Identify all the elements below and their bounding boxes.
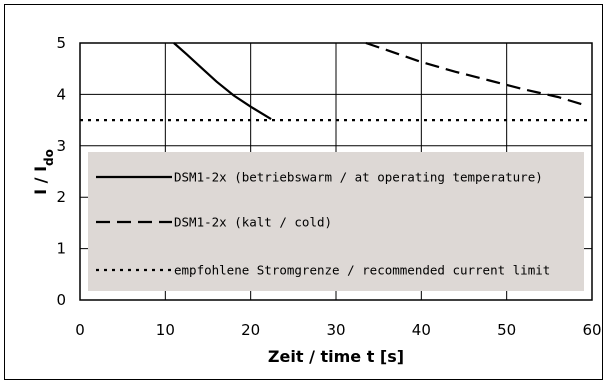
y-axis-label: I / Ido bbox=[31, 149, 56, 195]
series-lines bbox=[80, 41, 592, 122]
legend-label-dotted: empfohlene Stromgrenze / recommended cur… bbox=[174, 263, 550, 278]
x-tick-label-40: 40 bbox=[412, 321, 431, 339]
y-tick-label-2: 2 bbox=[56, 188, 66, 206]
x-tick-label-50: 50 bbox=[497, 321, 516, 339]
x-axis-label: Zeit / time t [s] bbox=[268, 347, 404, 366]
y-tick-label-3: 3 bbox=[56, 137, 66, 155]
series-line-solid bbox=[173, 42, 272, 121]
x-tick-label-30: 30 bbox=[326, 321, 345, 339]
plot-border bbox=[79, 42, 593, 301]
legend: DSM1-2x (betriebswarm / at operating tem… bbox=[96, 170, 550, 278]
y-tick-label-0: 0 bbox=[56, 291, 66, 309]
x-tick-label-20: 20 bbox=[241, 321, 260, 339]
y-axis-label-sub: do bbox=[42, 149, 56, 166]
y-tick-label-5: 5 bbox=[56, 34, 66, 52]
series-line-dashed bbox=[365, 41, 584, 106]
y-tick-label-4: 4 bbox=[56, 85, 66, 103]
legend-label-solid: DSM1-2x (betriebswarm / at operating tem… bbox=[174, 170, 543, 185]
legend-label-dashed: DSM1-2x (kalt / cold) bbox=[174, 215, 332, 230]
x-tick-label-0: 0 bbox=[75, 321, 85, 339]
svg-text:I / Ido: I / Ido bbox=[31, 149, 56, 195]
y-axis-label-main: I / I bbox=[31, 166, 50, 195]
y-tick-label-1: 1 bbox=[56, 240, 66, 258]
x-tick-label-60: 60 bbox=[582, 321, 601, 339]
x-tick-label-10: 10 bbox=[156, 321, 175, 339]
tick-labels: 0 10 20 30 40 50 60 0 1 2 3 4 5 bbox=[56, 34, 601, 339]
